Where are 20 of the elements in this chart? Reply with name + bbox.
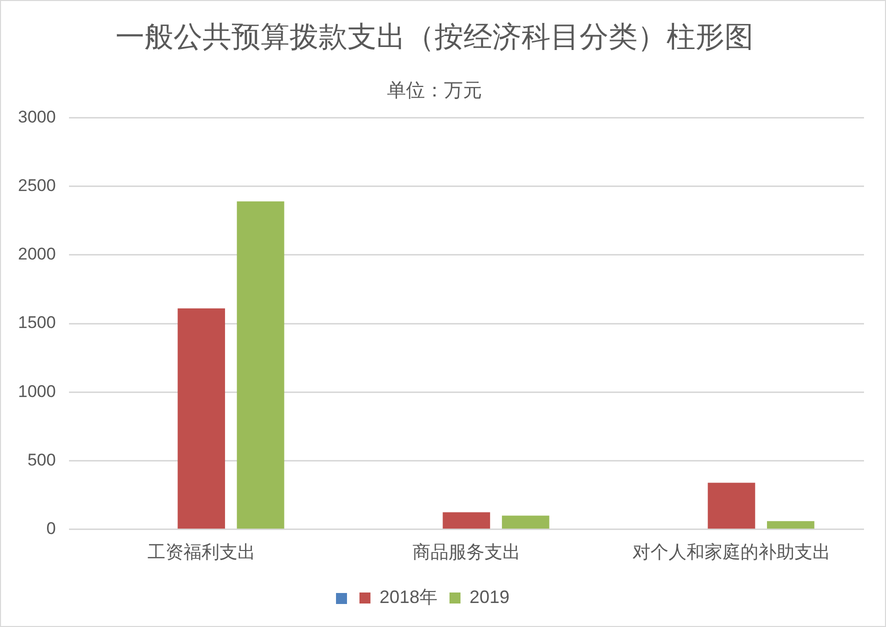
bar (502, 516, 550, 529)
y-tick-label: 2000 (18, 244, 56, 264)
legend-label: 2019 (470, 586, 510, 607)
y-tick-label: 2500 (18, 176, 56, 195)
chart-subtitle: 单位：万元 (387, 80, 482, 102)
bar (708, 482, 756, 529)
y-tick-label: 0 (46, 519, 56, 538)
x-tick-label: 商品服务支出 (412, 542, 520, 562)
x-tick-label: 对个人和家庭的补助支出 (632, 542, 830, 562)
chart-title: 一般公共预算拨款支出（按经济科目分类）柱形图 (116, 21, 754, 54)
bar (236, 201, 284, 529)
y-tick-label: 3000 (18, 107, 56, 126)
bar (442, 512, 490, 529)
bar (766, 521, 814, 529)
bar (178, 308, 226, 529)
y-tick-label: 500 (27, 450, 56, 470)
legend-label: 2018年 (379, 586, 438, 607)
x-tick-label: 工资福利支出 (147, 542, 256, 562)
y-tick-label: 1000 (18, 382, 56, 401)
y-tick-label: 1500 (18, 313, 56, 332)
